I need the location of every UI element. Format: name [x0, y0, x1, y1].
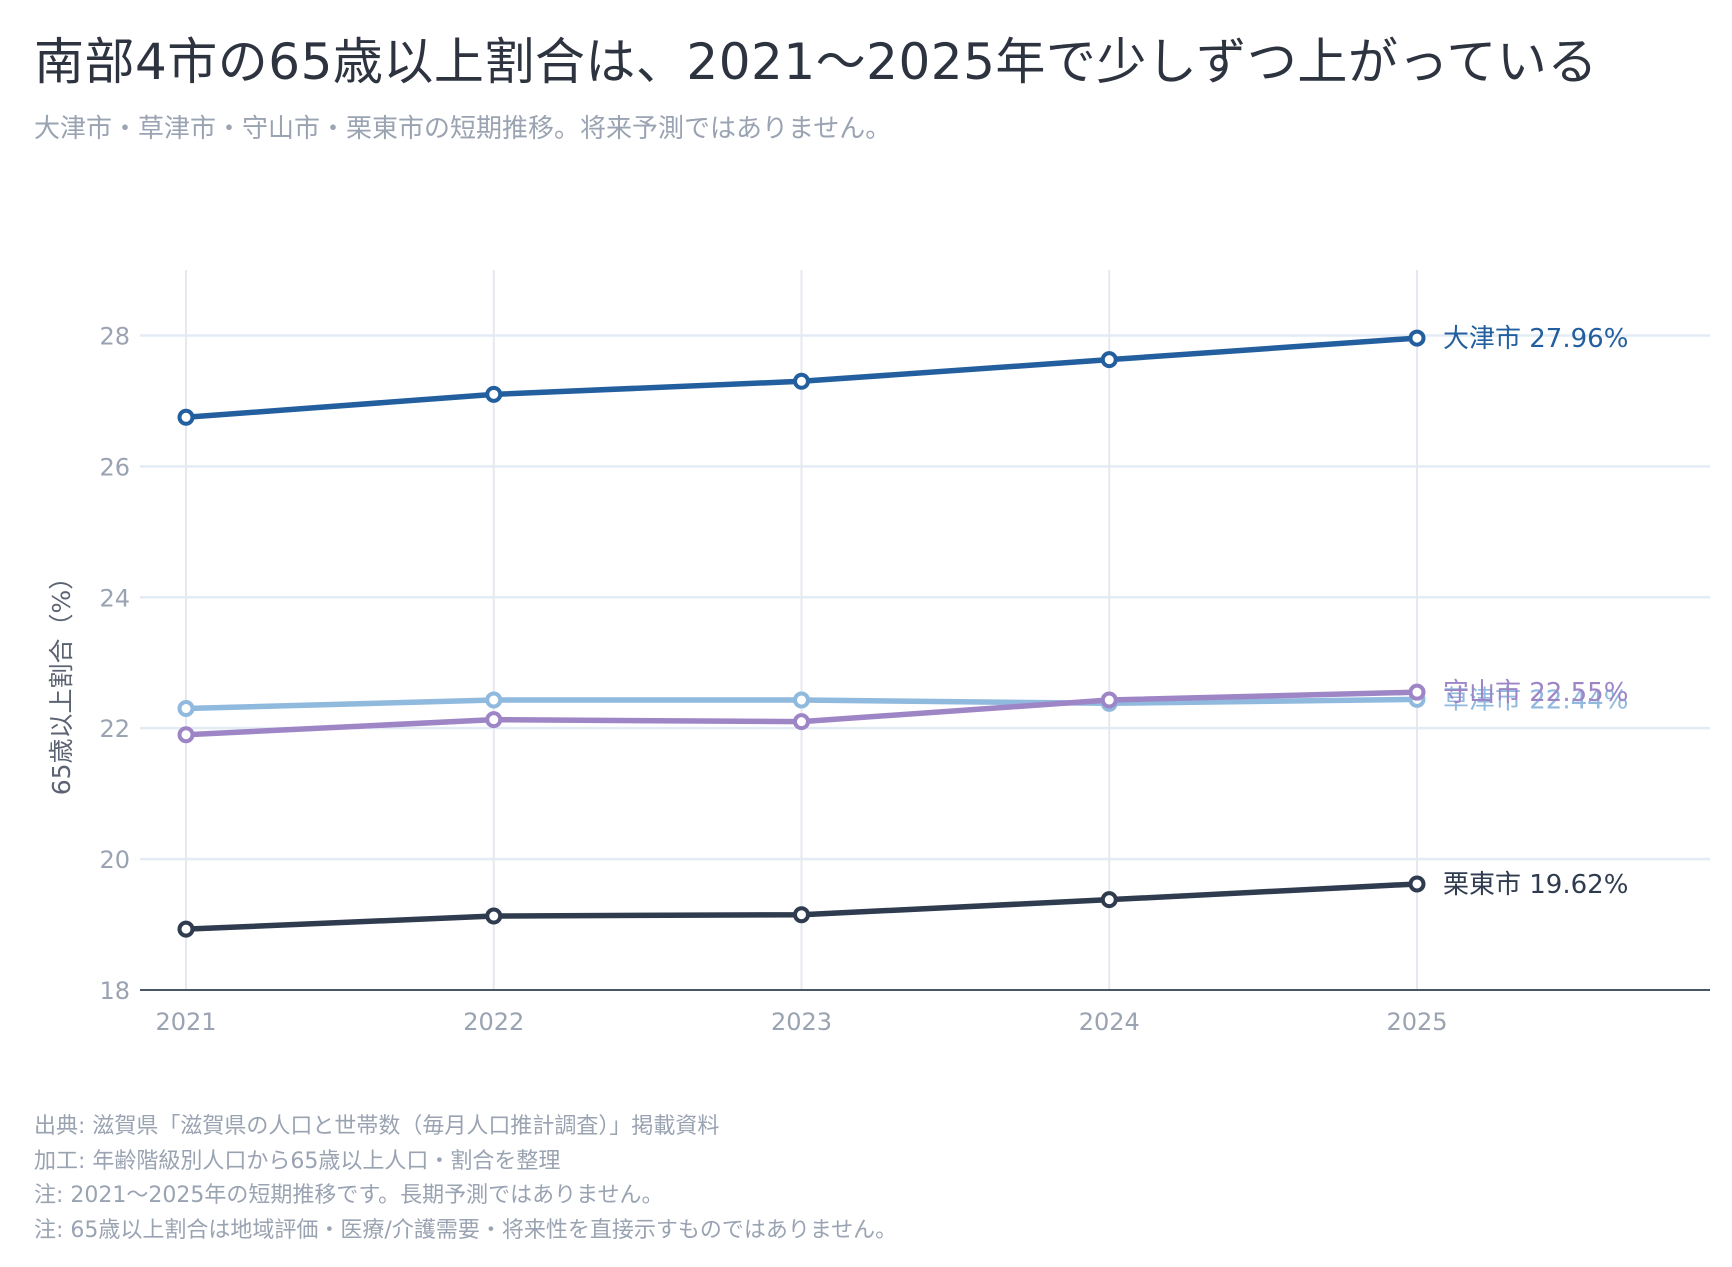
x-tick-label: 2023 — [771, 1008, 832, 1036]
chart-subtitle: 大津市・草津市・守山市・栗東市の短期推移。将来予測ではありません。 — [34, 114, 892, 144]
end-label: 栗東市 19.62% — [1443, 870, 1628, 900]
footnotes: 出典: 滋賀県「滋賀県の人口と世帯数（毎月人口推計調査）」掲載資料 加工: 年齢… — [34, 1110, 897, 1248]
data-point — [793, 691, 810, 709]
data-point — [793, 372, 810, 390]
data-point — [177, 920, 195, 938]
footnote-source: 出典: 滋賀県「滋賀県の人口と世帯数（毎月人口推計調査）」掲載資料 — [34, 1114, 720, 1139]
data-point — [485, 711, 503, 729]
end-label: 草津市 22.44% — [1443, 685, 1628, 715]
data-point — [177, 408, 195, 426]
end-labels: 大津市 27.96% 草津市 22.44%守山市 22.55% 栗東市 19.62% — [1443, 324, 1628, 900]
y-tick-label: 24 — [99, 584, 130, 612]
y-tick-label: 22 — [99, 715, 130, 743]
data-point — [1100, 691, 1118, 709]
grid-lines — [140, 270, 1710, 990]
x-tick-label: 2025 — [1386, 1008, 1447, 1036]
footnote-note-2: 注: 65歳以上割合は地域評価・医療/介護需要・将来性を直接示すものではありませ… — [34, 1217, 898, 1243]
y-tick-label: 26 — [99, 453, 130, 481]
y-tick-label: 20 — [99, 846, 130, 874]
data-point — [793, 713, 810, 731]
x-tick-label: 2024 — [1079, 1008, 1140, 1036]
data-point — [1408, 875, 1426, 893]
data-point — [1100, 351, 1118, 369]
data-point — [485, 385, 503, 403]
data-point — [177, 700, 195, 718]
data-point — [1408, 329, 1426, 347]
data-point — [1100, 891, 1118, 909]
data-point — [177, 726, 195, 744]
data-point — [1408, 683, 1426, 701]
x-tick-label: 2022 — [463, 1008, 524, 1036]
data-point — [793, 906, 810, 924]
x-tick-label: 2021 — [155, 1008, 216, 1036]
chart-title: 南部4市の65歳以上割合は、2021〜2025年で少しずつ上がっている — [34, 33, 1598, 91]
footnote-note-1: 注: 2021〜2025年の短期推移です。長期予測ではありません。 — [34, 1183, 664, 1208]
data-point — [485, 907, 503, 925]
y-axis-label: 65歳以上割合（%） — [47, 565, 76, 796]
series-lines — [177, 329, 1426, 938]
data-point — [485, 691, 503, 709]
end-label: 大津市 27.96% — [1443, 324, 1628, 354]
end-label: 守山市 22.55% — [1443, 678, 1628, 708]
y-tick-label: 18 — [99, 977, 130, 1005]
footnote-processing: 加工: 年齢階級別人口から65歳以上人口・割合を整理 — [34, 1148, 561, 1174]
y-tick-label: 28 — [99, 322, 130, 350]
